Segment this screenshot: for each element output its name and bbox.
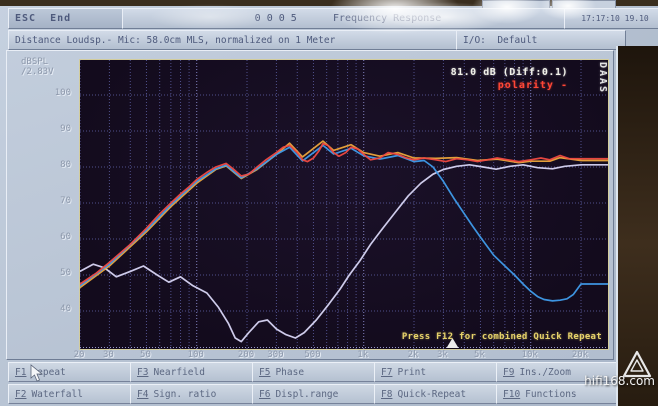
y-tick-label: 90	[60, 124, 71, 134]
fkey-label: Ins./Zoom	[519, 366, 571, 378]
fkey-f3-nearfield[interactable]: F3 Nearfield	[130, 362, 262, 382]
fkey-f1-repeat[interactable]: F1 Repeat	[8, 362, 140, 382]
distance-info: Distance Loudsp.- Mic: 58.0cm MLS, norma…	[15, 34, 336, 46]
photo-right-edge	[616, 46, 658, 406]
x-tick-label: 50	[140, 350, 151, 360]
fkey-label: Nearfield	[153, 366, 205, 378]
x-tick-label: 500	[304, 350, 321, 360]
x-tick-label: 5k	[474, 350, 485, 360]
recycle-triangle-logo	[622, 350, 652, 378]
x-tick-label: 300	[267, 350, 284, 360]
fkey-label: Sign. ratio	[153, 388, 217, 400]
fkey-key: F4	[137, 388, 149, 400]
y-unit-line1: dBSPL	[21, 57, 49, 67]
title-bar: 0 0 0 5 Frequency Response	[122, 8, 574, 29]
io-bar: I/O: Default	[456, 30, 626, 50]
fkey-label: Functions	[525, 388, 577, 400]
x-tick-label: 10k	[521, 350, 538, 360]
x-tick-label: 100	[187, 350, 204, 360]
window-tab-2[interactable]	[552, 0, 616, 8]
fkey-label: Quick-Repeat	[397, 388, 467, 400]
x-axis-labels: 20 30 50 100 200 300 500 1k 2k 3k 5k 10k 20k	[74, 350, 607, 362]
fkey-f10-functions[interactable]: F10 Functions	[496, 384, 628, 404]
x-tick-label: 20k	[571, 350, 589, 360]
fkey-key: F3	[137, 366, 149, 378]
fkey-f5-phase[interactable]: F5 Phase	[252, 362, 384, 382]
fkey-label: Waterfall	[31, 388, 83, 400]
clock-bar: 17:17:10 19.10	[564, 8, 658, 29]
cursor-marker	[446, 338, 459, 348]
fkey-f7-print[interactable]: F7 Print	[374, 362, 506, 382]
x-tick-label: 200	[237, 350, 255, 360]
y-unit-line2: /2.83V	[21, 67, 54, 77]
fkey-key: F6	[259, 388, 271, 400]
y-tick-label: 70	[60, 196, 71, 206]
plot-panel: dBSPL /2.83V 100 90 80 70 60 50 40 81.0 dB (Di…	[6, 50, 614, 360]
fkey-key: F1	[15, 366, 27, 378]
x-tick-label: 1k	[357, 350, 369, 360]
daas-logo: DAAS	[597, 62, 608, 95]
y-axis-unit: dBSPL /2.83V	[21, 57, 54, 77]
level-readout: 81.0 dB (Diff:0.1)	[450, 67, 568, 78]
x-tick-label: 2k	[407, 350, 419, 360]
measurement-title: 0 0 0 5 Frequency Response	[254, 13, 442, 24]
fkey-f4-sign-ratio[interactable]: F4 Sign. ratio	[130, 384, 262, 404]
fkey-key: F7	[381, 366, 393, 378]
curve-tweeter-lavender	[80, 163, 608, 343]
f12-hint: Press F12 for combined Quick Repeat	[401, 332, 602, 342]
fkey-label: Repeat	[31, 366, 66, 378]
fkey-f9-ins-zoom[interactable]: F9 Ins./Zoom	[496, 362, 628, 382]
fkey-key: F8	[381, 388, 393, 400]
plot-area[interactable]: 81.0 dB (Diff:0.1) polarity - DAAS Press…	[79, 59, 609, 350]
esc-end-button[interactable]: ESC End	[8, 8, 132, 29]
y-axis-labels: 100 90 80 70 60 50 40	[15, 59, 71, 348]
window-tab-1[interactable]	[482, 0, 550, 8]
fkey-key: F2	[15, 388, 27, 400]
curve-overlay-orange	[80, 140, 608, 289]
y-tick-label: 40	[60, 304, 71, 314]
y-tick-label: 80	[60, 160, 71, 170]
y-tick-label: 100	[54, 88, 71, 98]
fkey-f6-displ-range[interactable]: F6 Displ.range	[252, 384, 384, 404]
y-tick-label: 50	[60, 268, 71, 278]
esc-end-label: ESC End	[15, 13, 72, 24]
fkey-f2-waterfall[interactable]: F2 Waterfall	[8, 384, 140, 404]
fkey-key: F5	[259, 366, 271, 378]
x-tick-label: 30	[102, 350, 114, 360]
fkey-label: Displ.range	[275, 388, 339, 400]
io-info: I/O: Default	[463, 34, 538, 46]
polarity-label: polarity -	[497, 80, 568, 91]
photo-top-edge	[0, 0, 658, 6]
frequency-response-chart	[80, 60, 608, 349]
fkey-key: F10	[503, 388, 521, 400]
curve-woofer-blue	[80, 144, 608, 302]
x-tick-label: 3k	[436, 350, 448, 360]
fkey-label: Print	[397, 366, 427, 378]
y-tick-label: 60	[60, 232, 71, 242]
info-bar: Distance Loudsp.- Mic: 58.0cm MLS, norma…	[8, 30, 466, 50]
fkey-label: Phase	[275, 366, 305, 378]
x-tick-label: 20	[73, 350, 85, 360]
watermark: hifi168.com	[584, 374, 655, 388]
curve-total-red	[80, 142, 608, 285]
fkey-key: F9	[503, 366, 515, 378]
clock-text: 17:17:10 19.10	[581, 14, 649, 23]
fkey-f8-quick-repeat[interactable]: F8 Quick-Repeat	[374, 384, 506, 404]
